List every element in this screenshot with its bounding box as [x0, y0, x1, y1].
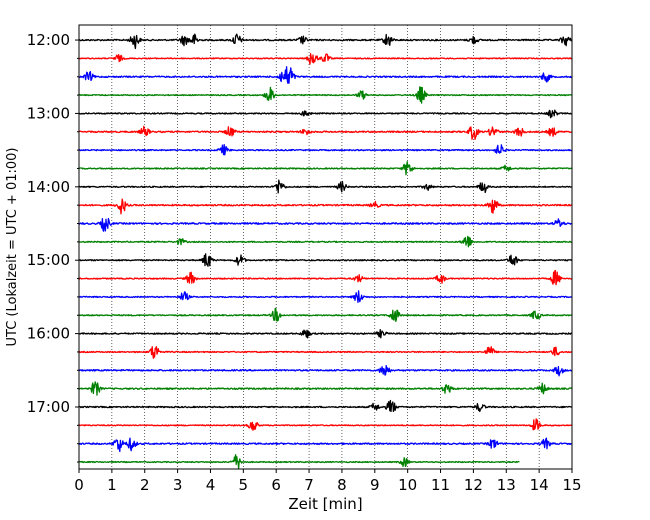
x-tick-label: 8 [337, 476, 347, 494]
trace-row-1400 [78, 179, 572, 194]
trace-row-1530 [78, 290, 572, 304]
plot-frame [78, 24, 573, 470]
x-tick-label: 0 [74, 476, 84, 494]
y-tick-label: 17:00 [27, 398, 70, 416]
x-tick-label: 4 [206, 476, 216, 494]
x-tick-label: 9 [370, 476, 380, 494]
y-tick-label: 16:00 [27, 325, 70, 343]
trace-row-1315 [78, 125, 572, 140]
x-tick-label: 14 [530, 476, 549, 494]
trace-row-1745 [78, 454, 520, 469]
y-tick-label: 12:00 [27, 31, 70, 49]
x-tick-label: 1 [107, 476, 117, 494]
trace-row-1430 [78, 217, 573, 232]
y-tick-label: 14:00 [27, 178, 70, 196]
x-tick-label: 3 [173, 476, 183, 494]
y-tick-label: 15:00 [27, 251, 70, 269]
y-tick-label: 13:00 [27, 104, 70, 122]
trace-row-1715 [78, 418, 572, 431]
trace-row-1300 [78, 109, 572, 119]
trace-row-1730 [78, 437, 572, 453]
trace-row-1545 [78, 307, 572, 322]
trace-row-1345 [78, 161, 572, 176]
x-tick-label: 11 [431, 476, 450, 494]
trace-row-1515 [78, 269, 572, 286]
x-axis-label: Zeit [min] [288, 495, 362, 513]
x-axis-ticks: 0 1 2 3 4 5 6 7 8 9 10 11 12 13 14 15 [74, 469, 582, 494]
trace-row-1200 [78, 33, 572, 50]
x-tick-label: 15 [562, 476, 581, 494]
trace-row-1600 [78, 328, 572, 339]
trace-row-1445 [78, 235, 572, 248]
seismic-traces [78, 33, 573, 469]
x-tick-label: 12 [464, 476, 483, 494]
y-axis-label: UTC (Lokalzeit = UTC + 01:00) [5, 148, 20, 347]
trace-row-1630 [78, 364, 572, 377]
trace-row-1330 [78, 143, 572, 156]
vertical-gridlines [111, 25, 540, 469]
trace-row-1645 [78, 381, 572, 396]
x-tick-label: 7 [304, 476, 314, 494]
y-axis-ticks: 12:00 13:00 14:00 15:00 16:00 17:00 [27, 31, 79, 463]
trace-row-1700 [78, 399, 572, 413]
trace-row-1245 [78, 86, 572, 104]
trace-row-1415 [78, 198, 572, 215]
trace-row-1215 [78, 53, 573, 65]
trace-row-1500 [78, 253, 573, 267]
x-tick-label: 5 [239, 476, 249, 494]
x-tick-label: 13 [497, 476, 516, 494]
x-tick-label: 2 [140, 476, 150, 494]
x-tick-label: 6 [271, 476, 281, 494]
trace-row-1615 [78, 346, 572, 359]
x-tick-label: 10 [398, 476, 417, 494]
trace-row-1230 [78, 66, 573, 84]
